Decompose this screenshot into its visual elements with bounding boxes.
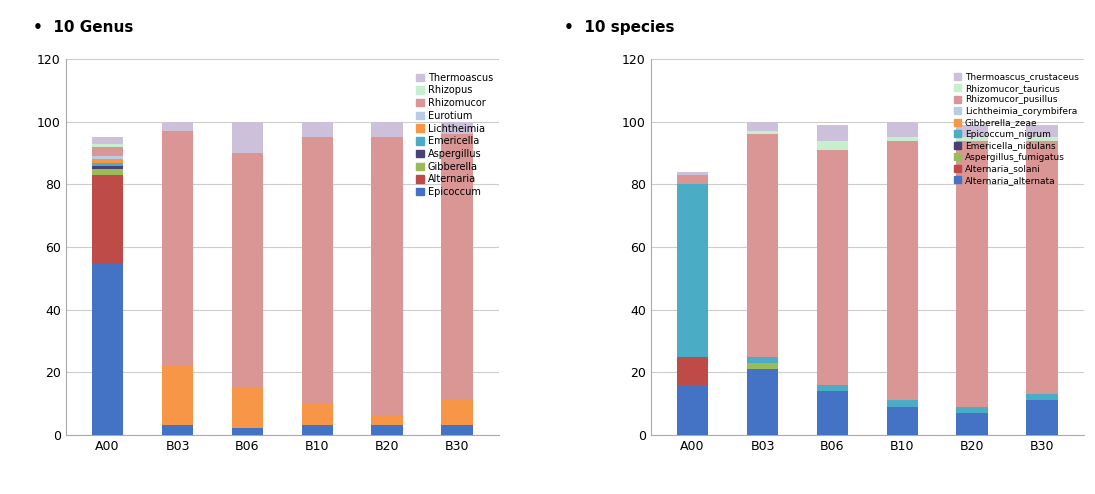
Bar <box>232 153 263 388</box>
Bar <box>371 122 403 137</box>
Text: •  10 species: • 10 species <box>564 20 675 35</box>
Bar <box>92 160 124 163</box>
Bar <box>301 404 333 425</box>
Bar <box>92 144 124 147</box>
Bar <box>957 137 988 141</box>
Bar <box>747 122 779 131</box>
Bar <box>957 141 988 407</box>
Legend: Thermoascus, Rhizopus, Rhizomucor, Eurotium, Lichtheimia, Emericella, Aspergillu: Thermoascus, Rhizopus, Rhizomucor, Eurot… <box>415 72 494 198</box>
Bar <box>1026 400 1058 435</box>
Bar <box>957 125 988 137</box>
Bar <box>817 125 849 141</box>
Bar <box>677 184 708 357</box>
Bar <box>441 400 473 425</box>
Bar <box>92 169 124 175</box>
Bar <box>301 425 333 435</box>
Bar <box>817 385 849 391</box>
Bar <box>371 425 403 435</box>
Bar <box>887 137 918 141</box>
Bar <box>887 122 918 137</box>
Bar <box>441 134 473 400</box>
Bar <box>92 156 124 160</box>
Bar <box>677 357 708 385</box>
Bar <box>162 131 193 366</box>
Bar <box>747 134 779 357</box>
Bar <box>817 141 849 150</box>
Bar <box>92 137 124 144</box>
Bar <box>371 416 403 425</box>
Bar <box>162 366 193 425</box>
Bar <box>162 425 193 435</box>
Legend: Thermoascus_crustaceus, Rhizomucor_tauricus, Rhizomucor_pusillus, Lichtheimia_co: Thermoascus_crustaceus, Rhizomucor_tauri… <box>953 71 1080 186</box>
Bar <box>232 122 263 153</box>
Bar <box>232 388 263 428</box>
Bar <box>677 385 708 435</box>
Bar <box>92 147 124 156</box>
Bar <box>92 165 124 169</box>
Bar <box>92 163 124 165</box>
Bar <box>747 363 779 369</box>
Bar <box>1026 141 1058 394</box>
Bar <box>371 137 403 416</box>
Bar <box>232 428 263 435</box>
Bar <box>92 263 124 435</box>
Bar <box>441 425 473 435</box>
Bar <box>677 172 708 175</box>
Bar <box>677 175 708 184</box>
Bar <box>301 122 333 137</box>
Bar <box>747 131 779 134</box>
Bar <box>92 175 124 263</box>
Bar <box>957 413 988 435</box>
Text: •  10 Genus: • 10 Genus <box>33 20 134 35</box>
Bar <box>1026 137 1058 141</box>
Bar <box>162 122 193 131</box>
Bar <box>301 137 333 404</box>
Bar <box>957 407 988 413</box>
Bar <box>817 150 849 385</box>
Bar <box>887 400 918 407</box>
Bar <box>441 122 473 134</box>
Bar <box>1026 125 1058 137</box>
Bar <box>887 141 918 400</box>
Bar <box>887 407 918 435</box>
Bar <box>747 369 779 435</box>
Bar <box>1026 394 1058 400</box>
Bar <box>817 391 849 435</box>
Bar <box>747 357 779 363</box>
